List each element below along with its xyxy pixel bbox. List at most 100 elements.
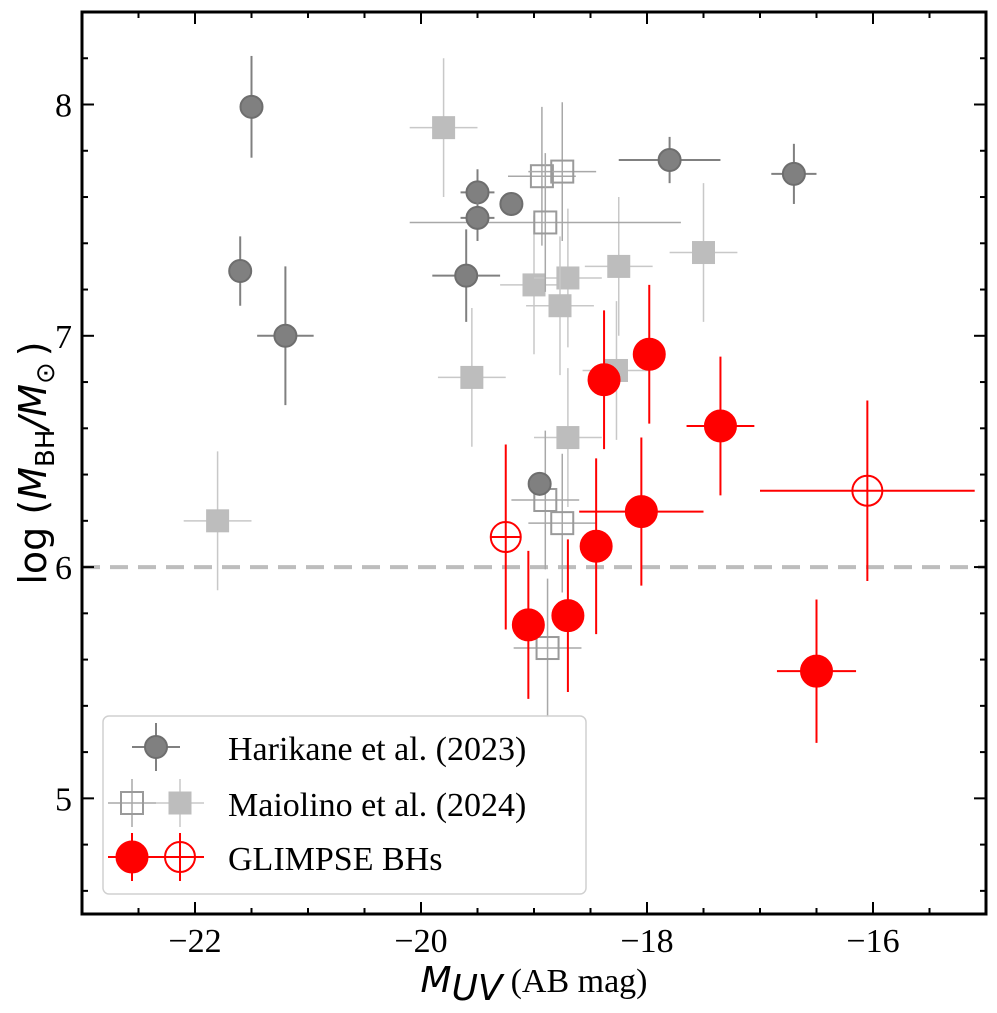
harikane-point: [499, 191, 524, 216]
point-marker: [703, 409, 737, 443]
x-tick-label: −16: [846, 923, 899, 960]
legend-marker: [144, 735, 168, 759]
legend-entry-maiolino: Maiolino et al. (2024): [228, 787, 526, 824]
y-label-m1: M: [11, 467, 55, 500]
point-marker: [579, 529, 613, 563]
legend: Harikane et al. (2023) Maiolino et al. (…: [102, 715, 587, 895]
series-maiolino-open: [409, 102, 681, 718]
y-tick-label: 8: [55, 88, 72, 125]
legend-marker: [120, 791, 144, 815]
x-label-unit: (AB mag): [511, 963, 648, 1000]
glimpse-point: [551, 539, 585, 692]
point-marker: [781, 161, 806, 186]
y-label-suffix: ): [11, 341, 55, 356]
legend-entry-glimpse: GLIMPSE BHs: [228, 841, 442, 878]
point-marker: [228, 259, 253, 284]
point-marker: [511, 608, 545, 642]
glimpse-point: [776, 599, 857, 743]
point-marker: [607, 254, 631, 278]
point-marker: [632, 337, 666, 371]
y-label-sub1: BH: [31, 430, 61, 467]
glimpse-point: [511, 550, 545, 699]
point-marker: [587, 363, 621, 397]
maiolino-filled-point: [437, 308, 506, 447]
maiolino-filled-point: [409, 58, 478, 198]
y-axis-label: log (MBH/M⊙): [11, 341, 61, 584]
x-axis-label: MUV (AB mag): [421, 960, 648, 1009]
x-tick-label: −18: [620, 923, 673, 960]
point-marker: [535, 636, 560, 661]
point-marker: [206, 509, 230, 533]
point-marker: [529, 164, 554, 189]
point-marker: [550, 159, 575, 184]
point-marker: [465, 205, 490, 230]
point-marker: [527, 471, 552, 496]
glimpse-point: [579, 458, 613, 635]
x-tick-label: −20: [394, 923, 447, 960]
point-marker: [551, 599, 585, 633]
maiolino-filled-point: [534, 368, 602, 507]
legend-box: [102, 715, 587, 895]
glimpse-point: [587, 310, 621, 450]
point-marker: [522, 273, 546, 297]
point-marker: [556, 266, 580, 290]
point-marker: [273, 323, 298, 348]
point-marker: [432, 116, 456, 140]
harikane-point: [618, 136, 721, 184]
glimpse-open-point: [760, 400, 975, 581]
maiolino-filled-point: [183, 451, 252, 591]
maiolino-open-point: [409, 153, 681, 292]
glimpse-open-point: [489, 444, 522, 630]
legend-marker-maiolino-filled: [156, 779, 204, 827]
point-marker: [454, 263, 479, 288]
data-layer: [183, 55, 975, 743]
maiolino-filled-point: [584, 197, 653, 336]
maiolino-filled-point: [669, 183, 738, 322]
harikane-point: [239, 55, 264, 158]
point-marker: [499, 191, 524, 216]
y-tick-label: 6: [55, 550, 72, 587]
y-tick-label: 7: [55, 319, 72, 356]
y-label-prefix: log (: [11, 500, 55, 585]
point-marker: [624, 495, 658, 529]
y-tick-label: 5: [55, 781, 72, 818]
legend-markers: [108, 723, 204, 881]
point-marker: [239, 94, 264, 119]
series-glimpse-open: [489, 400, 975, 630]
y-label-m2: M: [11, 384, 55, 417]
legend-entry-harikane: Harikane et al. (2023): [228, 731, 526, 768]
glimpse-point: [686, 356, 755, 496]
y-label-slash: /: [11, 413, 55, 433]
maiolino-open-point: [513, 578, 582, 718]
legend-marker-maiolino-open: [108, 779, 156, 827]
point-marker: [692, 241, 715, 265]
glimpse-point: [579, 437, 704, 586]
maiolino-open-point: [528, 453, 597, 593]
legend-marker: [168, 791, 192, 815]
y-label-sub2: ⊙: [31, 362, 61, 384]
x-label-main: M: [421, 960, 452, 1001]
maiolino-open-point: [528, 102, 597, 241]
legend-marker-harikane: [132, 723, 180, 771]
harikane-point: [771, 143, 817, 204]
harikane-point: [228, 236, 253, 306]
x-tick-label: −22: [168, 923, 221, 960]
harikane-point: [257, 266, 314, 406]
maiolino-filled-point: [500, 215, 568, 355]
point-marker: [533, 210, 558, 235]
series-harikane: [228, 55, 817, 496]
harikane-point: [527, 471, 552, 496]
glimpse-point: [632, 284, 666, 424]
legend-marker: [115, 840, 149, 874]
harikane-point: [460, 169, 495, 216]
harikane-point: [460, 194, 495, 241]
plot-frame: [80, 10, 988, 916]
point-marker: [800, 654, 833, 688]
point-marker: [550, 511, 575, 536]
point-marker: [657, 148, 682, 173]
point-marker: [556, 426, 580, 450]
harikane-point: [432, 229, 501, 322]
point-marker: [548, 294, 572, 318]
legend-marker-glimpse-open: [156, 833, 204, 881]
